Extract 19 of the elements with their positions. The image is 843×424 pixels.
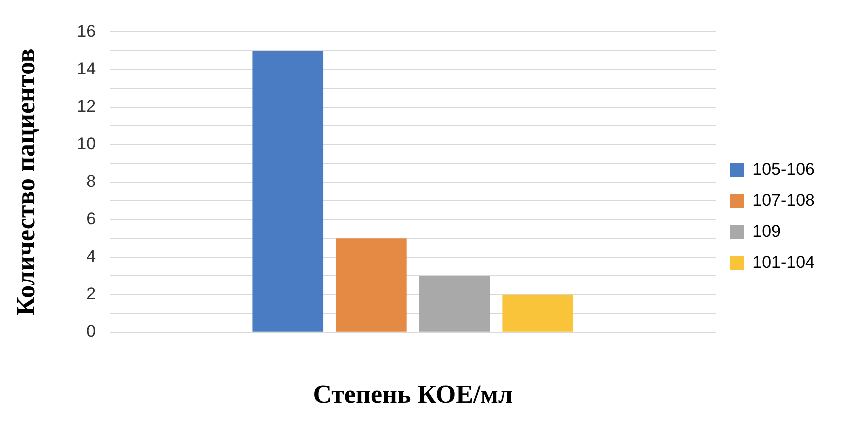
legend-label: 107-108 [752, 191, 815, 210]
y-tick-label: 12 [77, 96, 96, 116]
y-tick-label: 16 [77, 22, 96, 41]
legend-label: 109 [752, 222, 781, 242]
y-tick-label: 2 [86, 284, 96, 304]
y-tick-label: 4 [86, 247, 96, 266]
y-tick-label: 10 [77, 134, 96, 154]
bar [252, 50, 324, 332]
legend-label: 105-106 [752, 160, 815, 180]
y-axis-title: Количество пациентов [11, 48, 40, 316]
x-axis-title: Степень КОЕ/мл [313, 380, 514, 410]
bar [336, 238, 407, 332]
legend-label: 101-104 [752, 253, 815, 272]
y-tick-label: 14 [77, 59, 96, 78]
y-tick-label: 8 [86, 172, 96, 191]
bar [502, 294, 574, 332]
y-tick-label: 6 [86, 210, 96, 229]
bar [419, 276, 490, 332]
y-tick-label: 0 [86, 322, 96, 342]
